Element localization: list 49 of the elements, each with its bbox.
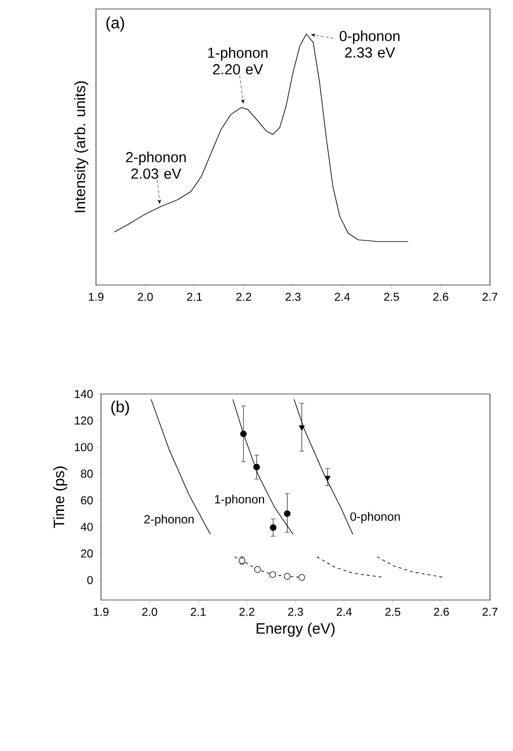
point (270, 524, 276, 531)
y-tick-label: 20 (81, 549, 93, 558)
y-tick-label: 40 (80, 522, 93, 531)
point (240, 430, 247, 438)
y-axis-title: Time (ps) (53, 466, 68, 528)
annotation: 1-phonon (215, 494, 264, 506)
x-tick-label: 2.3 (288, 608, 303, 616)
y-tick-label: 80 (80, 470, 93, 478)
y-tick-label: 140 (74, 390, 93, 398)
x-tick-label: 2.0 (138, 292, 153, 301)
x-tick-label: 2.6 (433, 292, 448, 301)
annotation: 2-phonon (144, 514, 194, 526)
x-tick-label: 1.9 (94, 608, 108, 616)
point (298, 425, 305, 431)
point (284, 510, 291, 517)
x-tick-label: 2.4 (336, 608, 352, 616)
y-tick-label: 60 (81, 496, 93, 504)
point (253, 464, 260, 470)
annotation: 1-phonon 2.20 eV (208, 47, 268, 74)
x-tick-label: 2.1 (187, 292, 202, 301)
text: (a) (106, 16, 124, 32)
x-tick-label: 2.2 (236, 292, 252, 301)
x-axis-title: Energy (eV) (256, 622, 335, 637)
x-tick-label: 2.5 (385, 608, 400, 616)
point (284, 573, 291, 580)
x-tick-label: 2.4 (334, 292, 350, 301)
point (324, 476, 330, 482)
x-tick-label: 2.5 (384, 292, 399, 301)
y-tick-label: 120 (74, 416, 93, 425)
x-tick-label: 2.3 (286, 292, 300, 301)
x-tick-label: 2.7 (482, 608, 498, 616)
point (298, 574, 306, 581)
y-axis-title: Intensity (arb. units) (74, 81, 88, 212)
x-tick-label: 2.6 (434, 608, 449, 616)
annotation: (b) (111, 400, 129, 416)
y-tick-label: 0 (87, 576, 93, 584)
x-tick-label: 1.9 (88, 292, 104, 301)
point (269, 571, 276, 578)
annotation: 2-phonon 2.03 eV (126, 152, 186, 179)
x-tick-label: 2.2 (239, 608, 254, 616)
point (254, 566, 261, 573)
annotation: 0-phonon 2.33 eV (340, 30, 400, 58)
line-series (316, 556, 382, 578)
x-tick-label: 2.1 (190, 608, 206, 616)
x-tick-label: 2.7 (482, 292, 498, 301)
x-tick-label: 2.0 (142, 608, 158, 616)
line-series (376, 556, 443, 578)
y-tick-label: 100 (74, 443, 93, 452)
annotation: 0-phonon (350, 512, 400, 524)
